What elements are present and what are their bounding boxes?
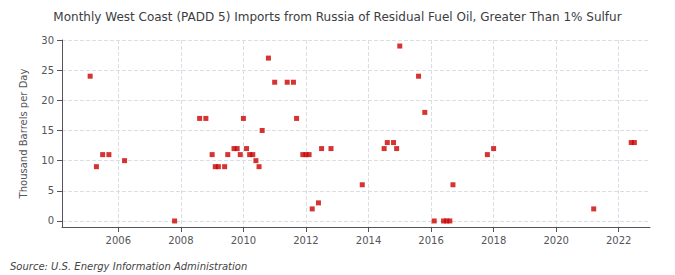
- svg-text:2022: 2022: [606, 235, 631, 246]
- svg-text:2008: 2008: [168, 235, 193, 246]
- svg-text:5: 5: [48, 185, 54, 196]
- svg-text:20: 20: [41, 95, 54, 106]
- svg-text:2016: 2016: [418, 235, 443, 246]
- svg-text:25: 25: [41, 65, 54, 76]
- svg-text:0: 0: [48, 215, 54, 226]
- svg-text:2018: 2018: [481, 235, 506, 246]
- svg-text:2014: 2014: [356, 235, 381, 246]
- svg-text:15: 15: [41, 125, 54, 136]
- svg-text:Thousand Barrels per Day: Thousand Barrels per Day: [18, 69, 29, 200]
- svg-text:Source: U.S. Energy Informatio: Source: U.S. Energy Information Administ…: [10, 261, 247, 272]
- svg-text:2012: 2012: [293, 235, 318, 246]
- svg-text:2010: 2010: [231, 235, 256, 246]
- svg-text:2006: 2006: [106, 235, 131, 246]
- svg-text:Monthly West Coast (PADD 5) Im: Monthly West Coast (PADD 5) Imports from…: [53, 10, 621, 24]
- svg-text:10: 10: [41, 155, 54, 166]
- svg-text:30: 30: [41, 35, 54, 46]
- svg-text:2020: 2020: [543, 235, 568, 246]
